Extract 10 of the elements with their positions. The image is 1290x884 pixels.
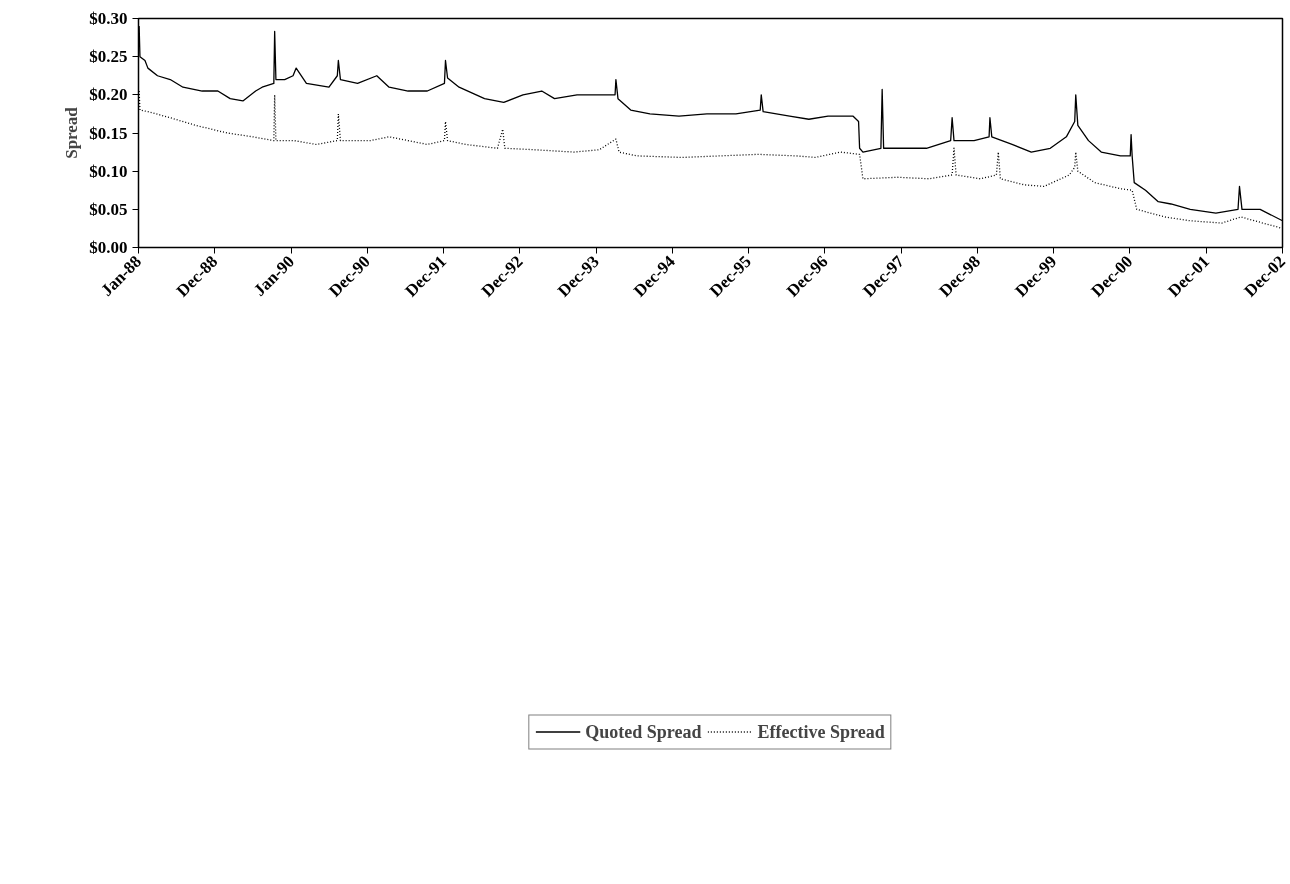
y-axis-title: Spread — [62, 106, 82, 159]
legend-label: Quoted Spread — [585, 721, 702, 743]
y-tick-label: $0.10 — [89, 161, 128, 181]
y-tick-label: $0.05 — [89, 199, 128, 219]
legend-label: Effective Spread — [757, 721, 885, 743]
y-tick-label: $0.30 — [89, 9, 128, 28]
y-tick-label: $0.00 — [89, 238, 128, 257]
y-tick-label: $0.15 — [89, 123, 128, 143]
y-tick-label: $0.25 — [89, 47, 128, 67]
y-tick-label: $0.20 — [89, 85, 128, 105]
